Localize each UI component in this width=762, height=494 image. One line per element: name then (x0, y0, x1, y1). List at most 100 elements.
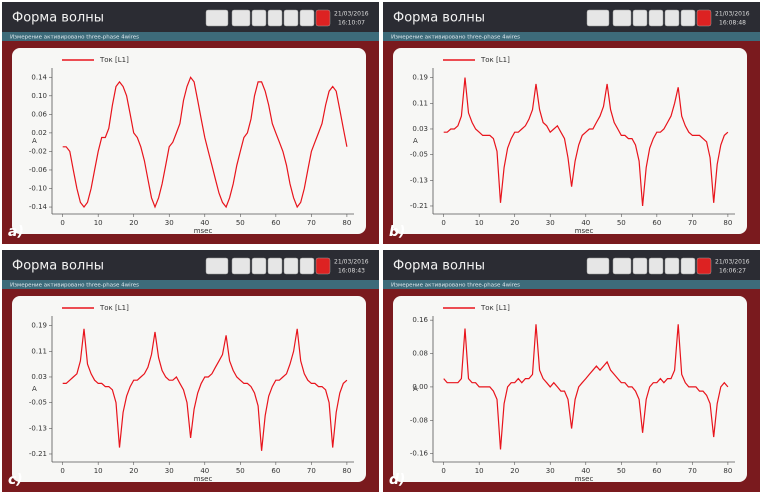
y-tick-label: 0.00 (412, 383, 428, 391)
y-tick-label: -0.06 (29, 166, 48, 174)
screen-panel: Форма волны 21/03/2016 16:08:48 Измерение а… (383, 2, 760, 244)
x-tick-label: 60 (271, 219, 280, 227)
x-tick-label: 40 (581, 467, 590, 475)
time-label: 16:06:27 (719, 268, 746, 275)
toolbar-icon (696, 9, 712, 27)
x-axis-label: msec (194, 475, 213, 483)
y-tick-label: -0.16 (410, 450, 429, 458)
toolbar-icon (205, 9, 229, 27)
time-label: 16:08:48 (719, 20, 746, 27)
toolbar-icon (267, 9, 283, 27)
screen-panel: Форма волны 21/03/2016 16:06:27 Измерение а… (383, 250, 760, 492)
y-tick-label: -0.02 (29, 147, 47, 155)
toolbar-icon (586, 9, 610, 27)
y-axis-label: A (32, 385, 37, 393)
window-title: Форма волны (12, 11, 104, 26)
toolbar-icon (664, 257, 680, 275)
x-tick-label: 50 (617, 219, 626, 227)
y-tick-label: -0.08 (410, 416, 428, 424)
x-tick-label: 40 (200, 219, 209, 227)
toolbar-icon (632, 9, 648, 27)
x-tick-label: 50 (236, 219, 245, 227)
toolbar-icon (664, 9, 680, 27)
legend-label: Ток [L1] (99, 56, 129, 64)
toolbar-icon (299, 257, 315, 275)
toolbar-icon (315, 9, 331, 27)
toolbar-icon (648, 257, 664, 275)
toolbar-icon (696, 257, 712, 275)
y-tick-label: -0.05 (410, 151, 428, 159)
y-tick-label: 0.14 (31, 73, 47, 81)
y-tick-label: 0.06 (31, 110, 47, 118)
toolbar-icon (283, 257, 299, 275)
x-tick-label: 30 (165, 219, 174, 227)
toolbar-icon (315, 257, 331, 275)
y-tick-label: -0.13 (29, 424, 47, 432)
x-tick-label: 80 (342, 467, 351, 475)
x-axis-label: msec (575, 475, 594, 483)
y-axis-label: A (413, 385, 418, 393)
y-axis-label: A (32, 137, 37, 145)
x-tick-label: 80 (723, 219, 732, 227)
x-tick-label: 80 (723, 467, 732, 475)
x-tick-label: 10 (475, 219, 484, 227)
date-label: 21/03/2016 (715, 11, 750, 18)
x-tick-label: 50 (617, 467, 626, 475)
x-tick-label: 30 (165, 467, 174, 475)
status-strip (383, 280, 760, 289)
y-tick-label: -0.05 (29, 399, 47, 407)
y-tick-label: 0.08 (412, 350, 428, 358)
x-tick-label: 70 (688, 219, 697, 227)
x-tick-label: 60 (652, 467, 661, 475)
window-title: Форма волны (12, 259, 104, 274)
toolbar-icon (299, 9, 315, 27)
y-tick-label: -0.13 (410, 176, 428, 184)
plot-card (12, 48, 366, 234)
x-tick-label: 30 (546, 219, 555, 227)
status-text: Измерение активировано three-phase 4wire… (391, 35, 520, 41)
waveform-line (62, 328, 348, 451)
plot-card (12, 296, 366, 482)
toolbar-icon (267, 257, 283, 275)
status-text: Измерение активировано three-phase 4wire… (391, 283, 520, 289)
time-label: 16:08:43 (338, 268, 365, 275)
y-axis-label: A (413, 137, 418, 145)
status-strip (2, 32, 379, 41)
plot-card (393, 48, 747, 234)
legend-label: Ток [L1] (480, 304, 510, 312)
x-tick-label: 50 (236, 467, 245, 475)
date-label: 21/03/2016 (334, 11, 369, 18)
toolbar-icon (632, 257, 648, 275)
window-title: Форма волны (393, 259, 485, 274)
status-strip (383, 32, 760, 41)
x-tick-label: 10 (94, 219, 103, 227)
y-tick-label: -0.10 (29, 185, 47, 193)
window-title: Форма волны (393, 11, 485, 26)
x-tick-label: 70 (307, 219, 316, 227)
x-axis-label: msec (194, 227, 213, 235)
toolbar-icon (283, 9, 299, 27)
x-tick-label: 20 (129, 219, 138, 227)
screen-panel: Форма волны 21/03/2016 16:08:43 Измерение а… (2, 250, 379, 492)
x-tick-label: 0 (60, 219, 64, 227)
toolbar-icon (205, 257, 229, 275)
y-tick-label: 0.03 (412, 125, 428, 133)
x-tick-label: 10 (475, 467, 484, 475)
x-tick-label: 20 (510, 219, 519, 227)
toolbar-icon (231, 9, 251, 27)
y-tick-label: 0.16 (412, 316, 428, 324)
waveform-line (443, 77, 729, 207)
date-label: 21/03/2016 (715, 259, 750, 266)
x-tick-label: 70 (307, 467, 316, 475)
toolbar-icon (612, 257, 632, 275)
y-tick-label: -0.21 (410, 202, 428, 210)
toolbar-icon (586, 257, 610, 275)
y-tick-label: 0.11 (31, 347, 47, 355)
toolbar-icon (612, 9, 632, 27)
waveform-line (443, 324, 729, 450)
x-tick-label: 0 (441, 219, 445, 227)
plot-card (393, 296, 747, 482)
screen-panel: Форма волны 21/03/2016 16:10:07 Измерение а… (2, 2, 379, 244)
x-tick-label: 60 (271, 467, 280, 475)
